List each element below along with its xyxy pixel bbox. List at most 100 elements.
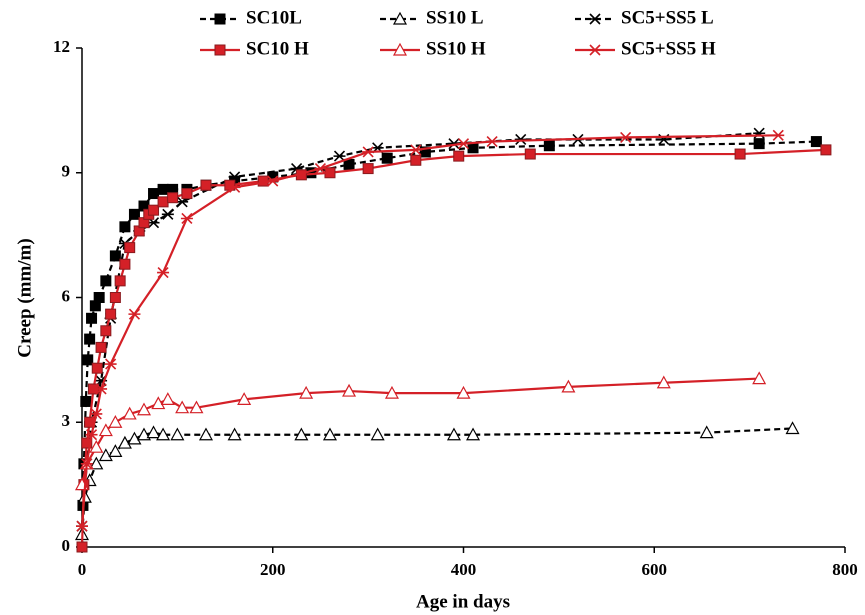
marker [619, 131, 632, 143]
series-line [80, 427, 793, 535]
marker [119, 221, 131, 233]
marker [108, 414, 123, 428]
marker [109, 292, 121, 303]
marker [753, 138, 765, 150]
marker [543, 140, 555, 152]
marker [362, 146, 375, 158]
x-tick-label: 600 [642, 560, 668, 579]
marker [89, 456, 104, 470]
x-tick-label: 400 [451, 560, 477, 579]
marker [772, 129, 785, 141]
legend-marker [392, 11, 408, 25]
marker [122, 406, 137, 420]
marker [456, 385, 471, 399]
marker [160, 392, 175, 405]
marker [384, 385, 399, 399]
marker [148, 188, 160, 200]
marker [200, 179, 212, 191]
marker [561, 379, 576, 393]
marker [181, 188, 193, 200]
marker [752, 371, 767, 385]
marker [299, 385, 314, 399]
marker [90, 408, 103, 420]
marker [93, 292, 105, 303]
marker [170, 427, 185, 441]
marker [457, 138, 470, 150]
legend-label: SS10 L [426, 7, 484, 28]
series-line [80, 148, 826, 548]
marker [370, 427, 385, 441]
marker [80, 458, 93, 470]
marker [156, 427, 171, 441]
marker [189, 400, 204, 414]
marker [117, 435, 132, 449]
legend-label: SC5+SS5 L [621, 7, 714, 28]
legend-marker [214, 13, 226, 25]
marker [105, 308, 117, 320]
legend-label: SC10L [246, 7, 302, 28]
marker [81, 437, 93, 449]
marker [148, 204, 160, 216]
y-tick-label: 0 [62, 536, 71, 555]
marker [151, 396, 166, 410]
y-axis-title: Creep (mm/m) [14, 238, 35, 357]
marker [228, 181, 241, 193]
marker [82, 354, 94, 366]
marker [266, 175, 279, 187]
marker [333, 150, 346, 162]
marker [98, 423, 113, 437]
marker [324, 167, 336, 179]
marker [161, 208, 174, 220]
y-tick-label: 9 [62, 162, 71, 181]
marker [157, 183, 169, 195]
marker [104, 358, 117, 370]
marker [453, 150, 465, 162]
legend-marker [589, 44, 601, 56]
marker [734, 148, 746, 160]
marker [100, 325, 112, 337]
marker [656, 375, 671, 389]
marker [91, 362, 103, 374]
y-tick-label: 12 [53, 37, 70, 56]
legend-marker [589, 13, 601, 25]
legend-marker [392, 42, 408, 56]
marker [753, 127, 766, 139]
legend-label: SS10 H [426, 38, 486, 59]
marker [785, 421, 800, 435]
marker [109, 250, 121, 262]
marker [810, 136, 822, 148]
marker [180, 212, 193, 225]
marker [157, 196, 169, 208]
marker [294, 427, 309, 441]
marker [127, 431, 142, 445]
marker [119, 258, 131, 270]
marker [124, 242, 136, 254]
legend-label: SC5+SS5 H [621, 38, 716, 59]
legend-label: SC10 H [246, 38, 309, 59]
marker [237, 392, 252, 405]
legend-marker [214, 44, 226, 56]
marker [409, 144, 422, 156]
marker [227, 427, 242, 441]
marker [89, 439, 104, 453]
x-axis-title: Age in days [416, 591, 510, 612]
marker [322, 427, 337, 441]
marker [136, 427, 152, 441]
marker [157, 266, 170, 279]
x-tick-label: 0 [78, 560, 87, 579]
marker [136, 402, 152, 416]
marker [466, 427, 481, 441]
marker [446, 427, 461, 441]
marker [86, 312, 98, 324]
marker [419, 146, 431, 158]
marker [128, 208, 140, 220]
marker [175, 400, 190, 414]
x-tick-label: 200 [260, 560, 286, 579]
marker [342, 383, 357, 397]
marker [314, 163, 327, 175]
y-tick-label: 3 [62, 411, 71, 430]
marker [146, 425, 161, 439]
marker [95, 341, 107, 353]
marker [524, 148, 536, 160]
marker [100, 275, 112, 287]
